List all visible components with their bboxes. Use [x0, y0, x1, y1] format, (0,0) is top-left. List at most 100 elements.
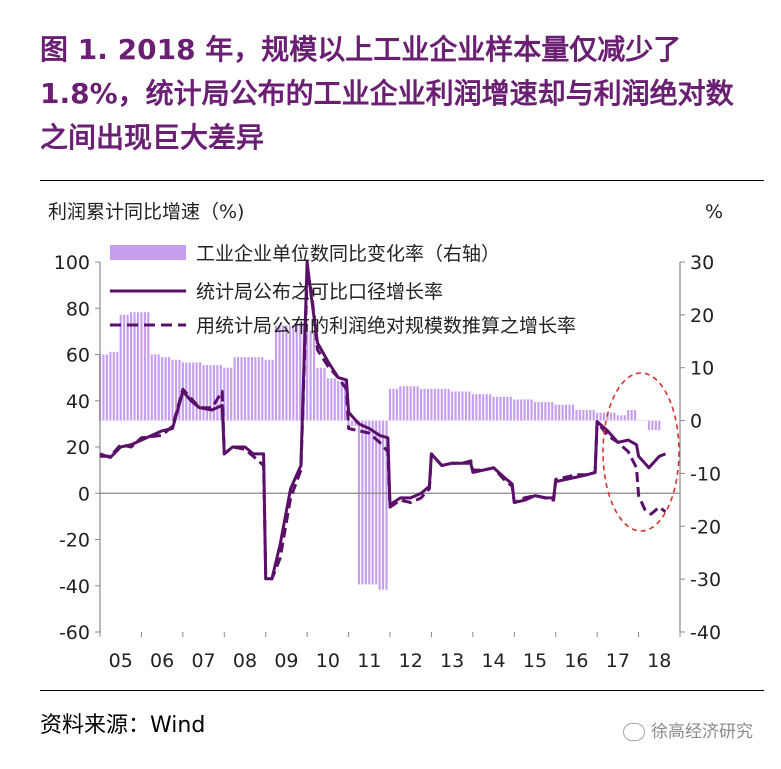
bar — [195, 362, 198, 421]
bar — [447, 388, 450, 421]
bar — [551, 402, 554, 421]
bar — [357, 420, 360, 585]
bar — [616, 415, 619, 421]
top-rule — [40, 180, 764, 181]
bar — [254, 357, 257, 421]
legend-label-dashed: 用统计局公布的利润绝对规模数推算之增长率 — [196, 315, 576, 337]
bar — [188, 362, 191, 421]
bar — [527, 399, 530, 421]
bar — [440, 388, 443, 421]
right-tick-label: -20 — [690, 516, 721, 538]
bar — [126, 314, 129, 421]
bar — [295, 322, 298, 421]
bar — [499, 396, 502, 421]
bar — [147, 312, 150, 421]
bar — [540, 402, 543, 421]
bar — [368, 420, 371, 585]
bar — [620, 415, 623, 421]
bar — [457, 391, 461, 421]
bar — [585, 410, 588, 421]
right-tick-label: -30 — [690, 569, 721, 591]
solid-series-line — [99, 260, 667, 581]
bar — [489, 394, 492, 421]
x-tick-label: 17 — [606, 650, 630, 672]
left-tick-label: 20 — [66, 437, 90, 459]
bar — [216, 365, 219, 421]
bar — [426, 388, 430, 421]
bar — [243, 357, 247, 421]
bar — [212, 365, 215, 421]
bar — [109, 351, 112, 421]
bar — [513, 399, 516, 421]
bar — [634, 410, 637, 421]
bar — [609, 412, 613, 421]
bar — [509, 396, 512, 421]
bar — [288, 325, 291, 421]
bar — [333, 378, 336, 421]
bar — [637, 420, 640, 422]
bar — [613, 412, 616, 421]
bar — [464, 391, 468, 421]
bar — [402, 386, 405, 421]
right-axis-title: % — [705, 201, 723, 223]
highlight-ellipse — [602, 372, 680, 532]
bar — [312, 330, 316, 421]
watermark: 徐高经济研究 — [623, 717, 753, 742]
bar — [596, 412, 599, 421]
bar — [651, 420, 654, 431]
source-note: 资料来源：Wind — [40, 713, 206, 738]
bar — [136, 312, 140, 421]
bar — [344, 380, 347, 421]
bar — [554, 404, 557, 421]
x-tick-label: 12 — [399, 650, 423, 672]
x-tick-label: 11 — [357, 650, 381, 672]
dashed-series-line — [100, 276, 667, 581]
bar — [323, 367, 326, 421]
bar — [520, 399, 523, 421]
x-tick-label: 08 — [233, 650, 257, 672]
x-tick-label: 09 — [274, 650, 298, 672]
bar — [571, 404, 575, 421]
bar — [420, 388, 423, 421]
bar — [533, 402, 537, 421]
bar — [247, 357, 250, 421]
bar — [171, 359, 174, 421]
bar — [209, 365, 212, 421]
bar — [285, 325, 288, 421]
bar — [271, 359, 274, 421]
bar — [230, 367, 233, 421]
watermark-text: 徐高经济研究 — [651, 722, 753, 742]
x-tick-label: 06 — [150, 650, 174, 672]
bar — [485, 394, 488, 421]
bar — [233, 357, 236, 421]
left-tick-label: 40 — [66, 391, 90, 413]
bar — [281, 325, 285, 421]
x-tick-label: 18 — [647, 650, 671, 672]
bar — [582, 410, 585, 421]
bar — [257, 357, 260, 421]
bar — [589, 410, 592, 421]
bar — [623, 415, 626, 421]
bottom-rule — [40, 690, 764, 691]
bar — [516, 399, 519, 421]
bar — [261, 357, 264, 421]
bar — [264, 359, 267, 421]
bar — [537, 402, 540, 421]
bar — [475, 394, 478, 421]
legend: 工业企业单位数同比变化率（右轴） 统计局公布之可比口径增长率 用统计局公布的利润… — [110, 243, 576, 337]
bar — [306, 330, 309, 421]
bar — [326, 378, 329, 421]
bar — [599, 412, 602, 421]
bar — [226, 367, 229, 421]
bar — [205, 365, 209, 421]
bar — [451, 391, 454, 421]
bar — [388, 388, 392, 421]
bar — [361, 420, 364, 585]
bar — [299, 322, 302, 421]
bar — [468, 391, 471, 421]
bar — [627, 410, 630, 421]
bar — [502, 396, 505, 421]
bar — [575, 410, 578, 421]
bar — [268, 359, 271, 421]
